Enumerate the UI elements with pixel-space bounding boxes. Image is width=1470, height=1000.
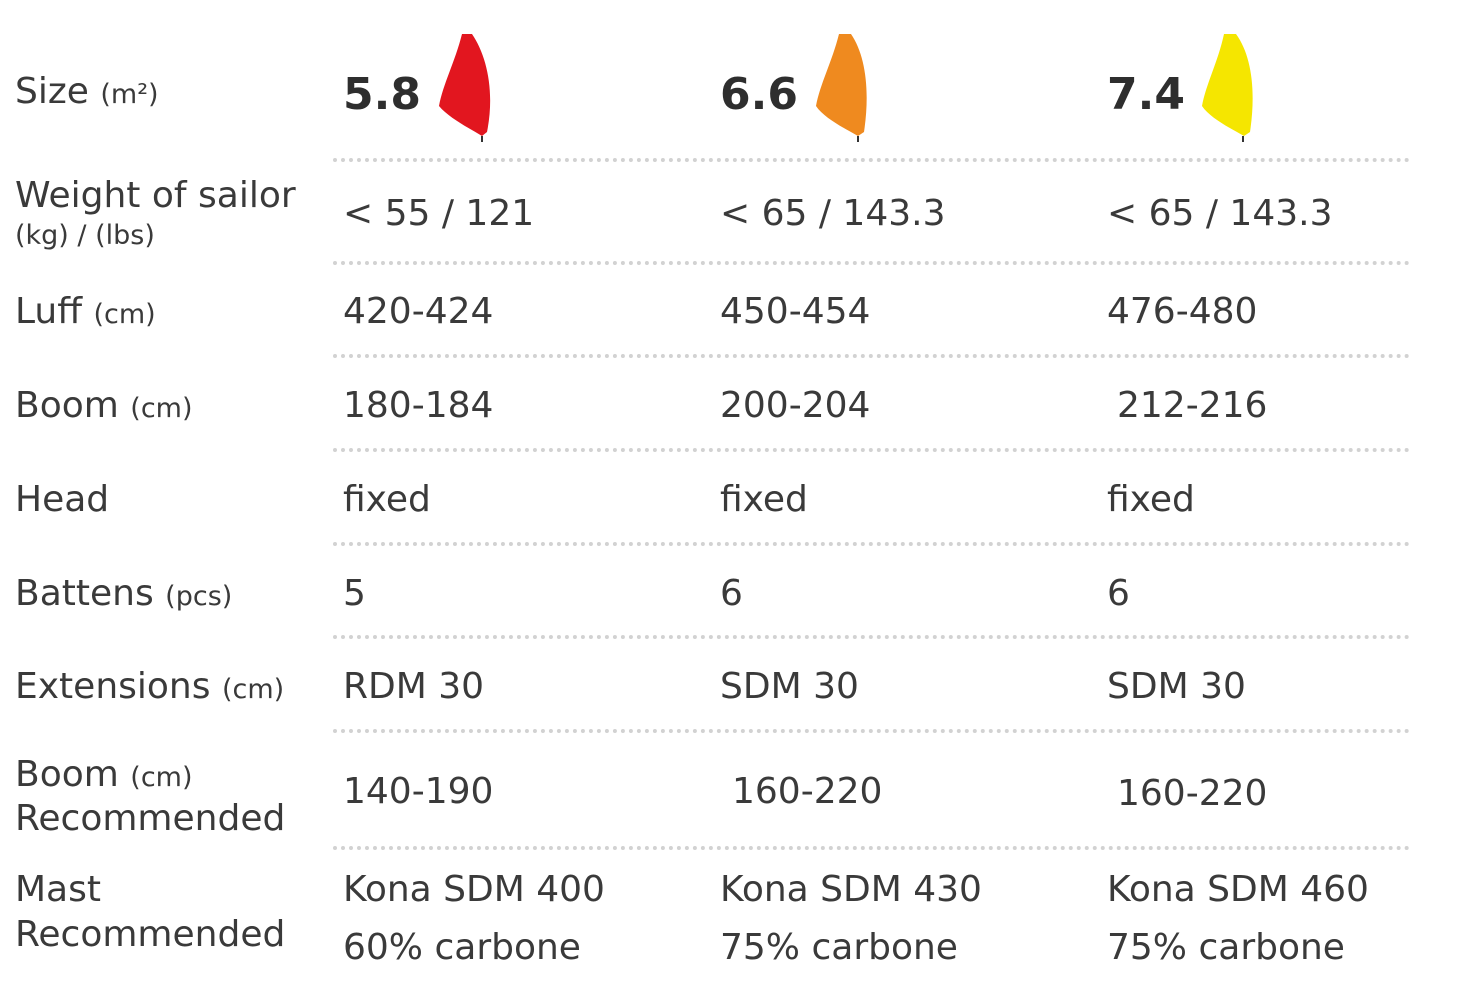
boom-recommended-value-3: 160-220 xyxy=(1117,773,1268,814)
boom-recommended-label: Boom (cm) xyxy=(15,754,193,795)
size-value-1: 5.8 xyxy=(343,69,421,120)
mast-value-1: Kona SDM 400 xyxy=(343,869,605,910)
battens-value-2: 6 xyxy=(720,573,743,614)
mast-recommended-label: Mast xyxy=(15,869,101,910)
size-unit: (m²) xyxy=(100,79,159,110)
size-value-3: 7.4 xyxy=(1107,69,1185,120)
mast-value-3: Kona SDM 460 xyxy=(1107,869,1369,910)
row-separator xyxy=(333,158,1410,162)
mast-recommended-label-2: Recommended xyxy=(15,914,286,955)
boom-recommended-unit: (cm) xyxy=(130,762,193,793)
boom-recommended-label-2: Recommended xyxy=(15,798,286,839)
row-separator xyxy=(333,448,1410,452)
head-value-1: fixed xyxy=(343,479,431,520)
weight-value-1: < 55 / 121 xyxy=(343,193,535,234)
boom-value-3: 212-216 xyxy=(1117,385,1268,426)
head-label: Head xyxy=(15,479,110,520)
extensions-value-1: RDM 30 xyxy=(343,666,485,707)
mast-value-2: Kona SDM 430 xyxy=(720,869,982,910)
sail-orange-icon xyxy=(816,34,867,142)
extensions-value-3: SDM 30 xyxy=(1107,666,1246,707)
sail-yellow-icon xyxy=(1202,34,1253,142)
extensions-value-2: SDM 30 xyxy=(720,666,859,707)
mast-carbon-1: 60% carbone xyxy=(343,927,581,968)
weight-value-3: < 65 / 143.3 xyxy=(1107,193,1333,234)
row-separator xyxy=(333,729,1410,733)
battens-value-1: 5 xyxy=(343,573,366,614)
extensions-label: Extensions (cm) xyxy=(15,666,285,707)
mast-carbon-2: 75% carbone xyxy=(720,927,958,968)
size-label: Size (m²) xyxy=(15,71,159,112)
extensions-unit: (cm) xyxy=(221,674,285,705)
boom-label: Boom (cm) xyxy=(15,385,193,426)
boom-unit: (cm) xyxy=(130,393,193,424)
size-value-2: 6.6 xyxy=(720,69,798,120)
battens-label: Battens (pcs) xyxy=(15,573,233,614)
luff-value-3: 476-480 xyxy=(1107,291,1258,332)
luff-unit: (cm) xyxy=(93,299,156,330)
sail-red-icon xyxy=(439,34,491,142)
row-separator xyxy=(333,635,1410,639)
luff-value-1: 420-424 xyxy=(343,291,494,332)
head-value-2: fixed xyxy=(720,479,808,520)
boom-value-2: 200-204 xyxy=(720,385,871,426)
head-value-3: fixed xyxy=(1107,479,1195,520)
boom-recommended-value-2: 160-220 xyxy=(732,771,883,812)
row-separator xyxy=(333,846,1410,850)
row-separator xyxy=(333,542,1410,546)
mast-carbon-3: 75% carbone xyxy=(1107,927,1345,968)
luff-label: Luff (cm) xyxy=(15,291,156,332)
weight-unit: (kg) / (lbs) xyxy=(15,220,155,251)
luff-value-2: 450-454 xyxy=(720,291,871,332)
battens-value-3: 6 xyxy=(1107,573,1130,614)
row-separator xyxy=(333,261,1410,265)
weight-label: Weight of sailor xyxy=(15,175,296,216)
boom-recommended-value-1: 140-190 xyxy=(343,771,494,812)
battens-unit: (pcs) xyxy=(165,581,233,612)
weight-value-2: < 65 / 143.3 xyxy=(720,193,946,234)
row-separator xyxy=(333,354,1410,358)
boom-value-1: 180-184 xyxy=(343,385,494,426)
